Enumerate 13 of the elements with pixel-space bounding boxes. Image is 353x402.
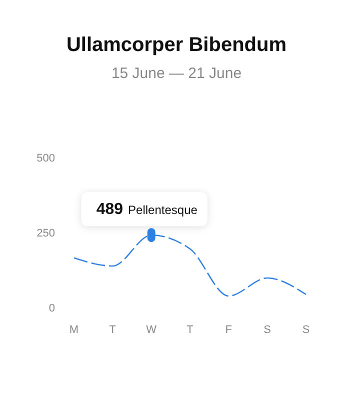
x-tick-label: T <box>186 324 194 336</box>
x-tick-label: F <box>225 324 232 336</box>
x-tick-label: M <box>69 324 79 336</box>
chart-subtitle: 15 June — 21 June <box>111 65 242 82</box>
chart-title: Ullamcorper Bibendum <box>66 34 287 56</box>
x-tick-label: S <box>302 324 310 336</box>
x-tick-label: S <box>264 324 272 336</box>
y-tick-label: 500 <box>36 152 55 165</box>
y-tick-label: 0 <box>48 302 55 315</box>
annotation: 489 Pellentesque <box>96 201 198 218</box>
x-tick-label: W <box>146 324 158 336</box>
y-tick-label: 250 <box>36 228 55 240</box>
x-tick-label: T <box>109 324 116 336</box>
